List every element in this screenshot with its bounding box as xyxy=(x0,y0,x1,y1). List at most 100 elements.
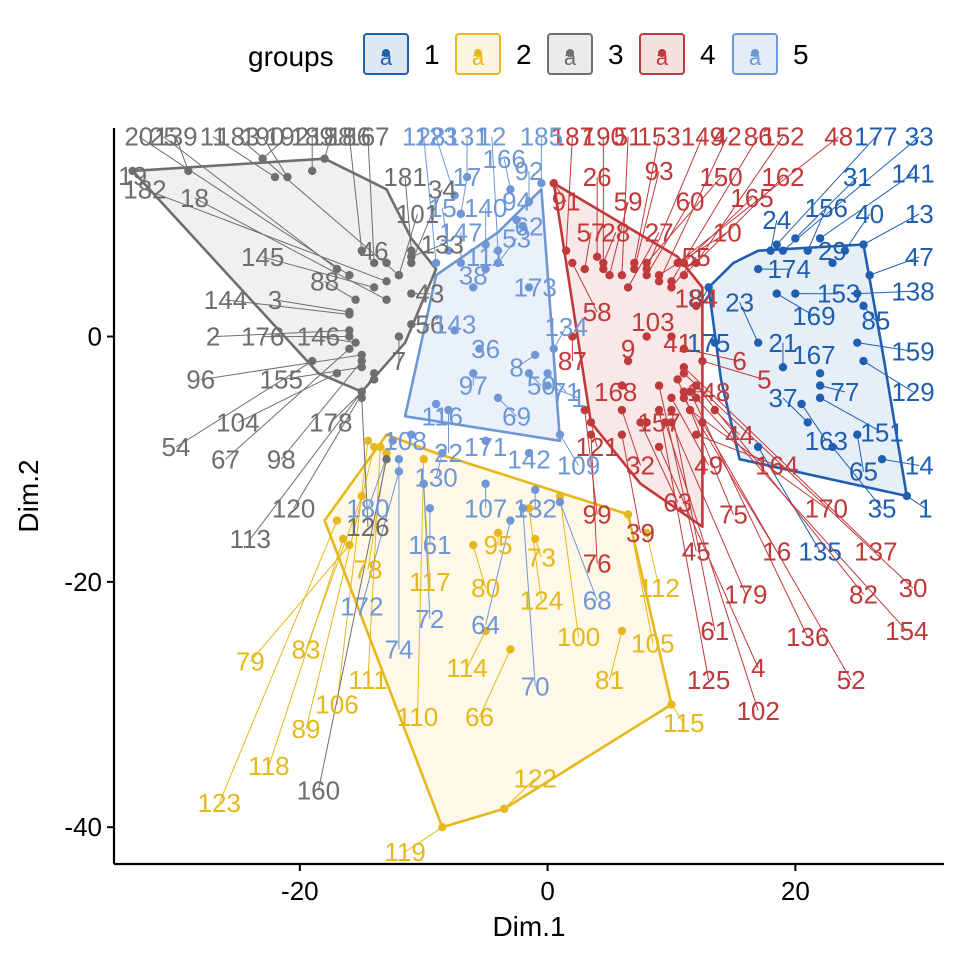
point-label: 149 xyxy=(681,122,724,152)
point-group-4 xyxy=(679,363,689,372)
leader-line xyxy=(175,360,313,448)
leader-line xyxy=(671,136,759,282)
point-label: 114 xyxy=(446,653,487,683)
point-group-1 xyxy=(828,442,837,452)
point-label: 87 xyxy=(558,346,587,376)
leader-line xyxy=(658,410,710,681)
point-label: 189 xyxy=(291,122,334,152)
legend-entry-5: 5 xyxy=(793,39,809,70)
leader-line xyxy=(627,232,660,288)
point-label: 116 xyxy=(422,401,463,431)
point-group-4 xyxy=(661,418,670,427)
leader-line xyxy=(361,397,369,527)
leader-line xyxy=(633,136,660,264)
point-label: 34 xyxy=(428,174,457,204)
point-label: 49 xyxy=(694,450,723,480)
leader-line xyxy=(621,409,641,466)
point-group-3 xyxy=(320,154,329,163)
leader-line xyxy=(602,232,617,264)
point-label: 39 xyxy=(626,518,655,548)
point-label: 13 xyxy=(905,199,934,229)
point-group-3 xyxy=(394,271,404,280)
x-tick-label: -20 xyxy=(281,876,319,906)
legend-key-dot xyxy=(382,49,390,57)
point-group-4 xyxy=(692,258,701,268)
point-label: 192 xyxy=(266,122,309,152)
point-label: 100 xyxy=(557,622,600,652)
point-group-4 xyxy=(617,271,627,280)
legend-title: groups xyxy=(248,41,334,72)
leader-line xyxy=(411,244,443,258)
point-group-4 xyxy=(692,430,701,439)
point-label: 104 xyxy=(216,408,259,438)
point-label: 83 xyxy=(292,634,321,664)
point-label: 170 xyxy=(805,493,848,523)
leader-line xyxy=(435,452,443,478)
point-label: 166 xyxy=(483,144,526,174)
leader-line xyxy=(819,173,914,239)
point-label: 5 xyxy=(757,365,771,395)
leader-line xyxy=(249,544,350,663)
point-label: 172 xyxy=(340,592,383,622)
hull-group-5 xyxy=(403,188,562,443)
leader-line xyxy=(658,385,697,552)
point-group-1 xyxy=(840,246,850,255)
point-group-4 xyxy=(679,387,689,396)
point-label: 17 xyxy=(453,162,482,192)
point-group-5 xyxy=(506,516,515,525)
point-label: 131 xyxy=(445,122,488,152)
point-group-4 xyxy=(654,271,664,280)
point-label: 9 xyxy=(621,334,635,364)
point-group-4 xyxy=(642,418,651,427)
point-group-3 xyxy=(332,369,342,378)
x-tick-label: 20 xyxy=(781,876,810,906)
y-tick-label: 0 xyxy=(88,322,102,352)
legend-key-dot xyxy=(474,49,482,57)
leader-line xyxy=(677,136,840,264)
point-label: 168 xyxy=(594,377,637,407)
leader-line xyxy=(466,630,487,669)
point-label: 128 xyxy=(402,122,445,152)
point-label: 167 xyxy=(792,340,835,370)
point-group-1 xyxy=(828,258,837,268)
legend-key-glyph: a xyxy=(380,45,393,70)
point-label: 77 xyxy=(830,377,859,407)
point-label: 22 xyxy=(434,438,463,468)
point-label: 76 xyxy=(583,549,612,579)
point-label: 18 xyxy=(180,183,209,213)
point-label: 162 xyxy=(761,162,804,192)
point-label: 73 xyxy=(527,542,556,572)
point-label: 57 xyxy=(576,217,605,247)
leader-line xyxy=(776,136,877,245)
point-label: 36 xyxy=(471,334,500,364)
point-group-3 xyxy=(407,320,416,329)
point-label: 133 xyxy=(421,230,464,260)
point-label: 160 xyxy=(297,776,340,806)
point-group-5 xyxy=(469,369,478,378)
leader-line xyxy=(423,136,437,263)
point-group-4 xyxy=(642,264,651,274)
point-group-5 xyxy=(506,185,515,194)
leader-line xyxy=(689,409,827,509)
leader-line xyxy=(262,256,375,288)
point-group-2 xyxy=(332,516,342,525)
leader-line xyxy=(163,136,338,270)
point-group-2 xyxy=(530,534,540,544)
point-label: 59 xyxy=(614,187,643,217)
leader-line xyxy=(225,299,350,315)
leader-line xyxy=(547,372,567,393)
point-group-3 xyxy=(357,350,366,360)
point-label: 174 xyxy=(767,254,810,284)
point-label: 157 xyxy=(637,408,680,438)
leader-line xyxy=(683,197,753,264)
point-group-2 xyxy=(555,491,565,501)
point-group-2 xyxy=(524,504,534,513)
point-label: 63 xyxy=(663,487,692,517)
point-label: 186 xyxy=(328,122,371,152)
point-group-1 xyxy=(772,240,781,249)
point-label: 91 xyxy=(552,187,581,217)
point-label: 20 xyxy=(124,122,153,152)
point-label: 67 xyxy=(211,444,240,474)
point-label: 70 xyxy=(521,671,550,701)
point-group-5 xyxy=(549,344,558,353)
